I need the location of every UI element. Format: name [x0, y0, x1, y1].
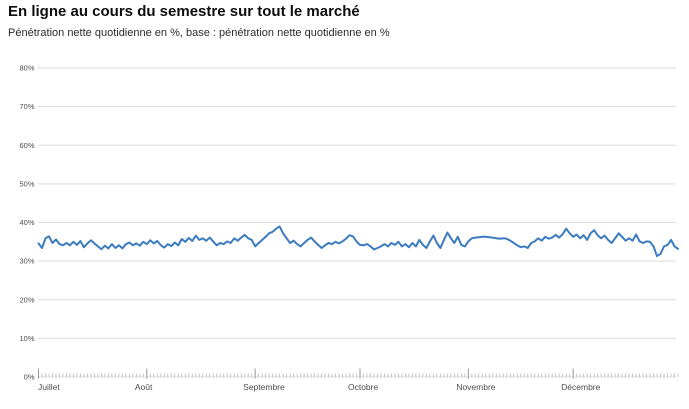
y-tick-label: 20%	[19, 295, 34, 304]
month-label: Décembre	[561, 382, 600, 392]
y-tick-label: 60%	[19, 141, 34, 150]
chart-title: En ligne au cours du semestre sur tout l…	[8, 3, 360, 20]
y-tick-label: 0%	[24, 373, 35, 382]
data-line-penetration-nette	[37, 225, 679, 258]
month-label: Juillet	[38, 382, 60, 392]
x-axis	[38, 368, 679, 379]
y-gridlines	[38, 67, 676, 378]
y-tick-label: 10%	[19, 334, 34, 343]
y-tick-label: 70%	[19, 102, 34, 111]
month-label: Août	[135, 382, 153, 392]
y-axis-labels: 0% 10% 20% 30% 40% 50% 60% 70% 80%	[19, 64, 34, 382]
y-tick-label: 50%	[19, 179, 34, 188]
y-tick-label: 80%	[19, 64, 34, 73]
chart-subtitle: Pénétration nette quotidienne en %, base…	[8, 27, 390, 39]
y-tick-label: 40%	[19, 218, 34, 227]
month-label: Septembre	[243, 382, 285, 392]
y-tick-label: 30%	[19, 257, 34, 266]
x-axis-labels: Juillet Août Septembre Octobre Novembre Décem…	[38, 382, 601, 392]
month-label: Octobre	[348, 382, 379, 392]
month-label: Novembre	[456, 382, 495, 392]
